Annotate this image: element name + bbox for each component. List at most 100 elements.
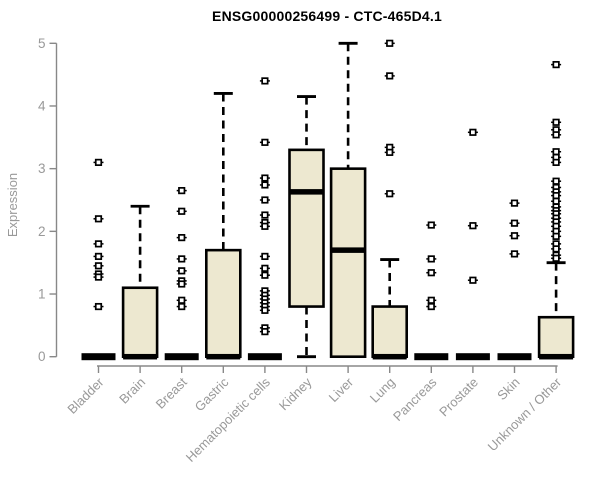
outlier-point bbox=[93, 158, 104, 166]
collapsed-box-bar bbox=[81, 353, 116, 361]
box-pancreas bbox=[414, 221, 449, 361]
x-category-label-bladder: Bladder bbox=[64, 374, 107, 417]
x-category-label-unknown-other: Unknown / Other bbox=[485, 374, 565, 454]
outlier-point bbox=[426, 296, 437, 304]
box-bladder bbox=[81, 158, 116, 361]
iqr-box bbox=[329, 167, 367, 358]
outlier-point bbox=[259, 174, 270, 182]
outlier-point bbox=[259, 211, 270, 219]
x-category-label-lung: Lung bbox=[367, 375, 398, 406]
outlier-point bbox=[509, 219, 520, 227]
outlier-point bbox=[551, 197, 562, 205]
outlier-point bbox=[93, 252, 104, 261]
iqr-box bbox=[371, 305, 409, 359]
y-tick-label: 3 bbox=[38, 161, 46, 176]
median-line bbox=[123, 353, 158, 360]
median-line bbox=[206, 353, 241, 360]
outlier-point bbox=[259, 77, 270, 85]
outlier-point bbox=[551, 177, 562, 185]
box-skin bbox=[497, 199, 532, 361]
outlier-point bbox=[384, 72, 395, 80]
outlier-point bbox=[259, 252, 270, 261]
outlier-point bbox=[93, 240, 104, 248]
iqr-box bbox=[205, 248, 242, 358]
outlier-point bbox=[551, 254, 562, 262]
x-category-label-breast: Breast bbox=[153, 374, 190, 411]
outlier-point bbox=[551, 232, 562, 240]
outlier-point bbox=[551, 158, 562, 166]
outlier-point bbox=[93, 262, 104, 270]
outlier-point bbox=[259, 306, 270, 314]
iqr-box bbox=[537, 315, 575, 359]
y-tick-label: 4 bbox=[38, 98, 46, 113]
outlier-point bbox=[551, 118, 562, 126]
outlier-point bbox=[93, 273, 104, 281]
outlier-point bbox=[426, 269, 437, 277]
box-liver bbox=[329, 41, 367, 358]
outlier-point bbox=[176, 207, 187, 215]
outlier-point bbox=[176, 186, 187, 195]
outlier-point bbox=[384, 39, 395, 47]
outlier-point bbox=[551, 192, 562, 200]
x-category-label-brain: Brain bbox=[116, 375, 148, 407]
outlier-point bbox=[176, 255, 187, 263]
median-line bbox=[372, 353, 407, 360]
x-category-label-pancreas: Pancreas bbox=[390, 374, 440, 424]
outlier-point bbox=[259, 181, 270, 189]
outlier-point bbox=[259, 138, 270, 146]
collapsed-box-bar bbox=[164, 353, 199, 361]
outlier-point bbox=[176, 267, 187, 275]
outlier-point bbox=[176, 302, 187, 311]
y-axis: 0 1 2 3 4 5 bbox=[38, 36, 58, 364]
y-tick-label: 2 bbox=[38, 224, 46, 239]
outlier-point bbox=[259, 271, 270, 279]
median-line bbox=[289, 189, 324, 195]
chart-title: ENSG00000256499 - CTC-465D4.1 bbox=[212, 8, 442, 24]
outlier-point bbox=[551, 148, 562, 156]
y-tick-label: 1 bbox=[38, 287, 46, 302]
outlier-point bbox=[426, 221, 437, 229]
outlier-point bbox=[259, 196, 270, 204]
outlier-point bbox=[259, 222, 270, 230]
outlier-point bbox=[551, 245, 562, 253]
outlier-point bbox=[93, 215, 104, 223]
outlier-point bbox=[509, 199, 520, 207]
box-hematopoietic-cells bbox=[247, 77, 282, 361]
outlier-point bbox=[176, 234, 187, 242]
box-lung bbox=[371, 39, 409, 360]
outlier-point bbox=[176, 280, 187, 288]
y-tick-label: 0 bbox=[38, 349, 46, 364]
x-category-label-gastric: Gastric bbox=[192, 374, 232, 414]
box-unknown-other bbox=[537, 61, 575, 360]
collapsed-box-bar bbox=[414, 353, 449, 361]
x-category-label-skin: Skin bbox=[494, 375, 522, 403]
collapsed-box-bar bbox=[497, 353, 532, 361]
outlier-point bbox=[426, 302, 437, 311]
box-kidney bbox=[288, 95, 325, 359]
outlier-point bbox=[93, 302, 104, 311]
outlier-point bbox=[176, 296, 187, 304]
x-category-label-prostate: Prostate bbox=[436, 375, 481, 420]
collapsed-box-bar bbox=[247, 353, 282, 361]
outlier-point bbox=[509, 232, 520, 240]
outlier-point bbox=[467, 128, 478, 136]
outlier-point bbox=[259, 328, 270, 336]
iqr-box bbox=[121, 286, 159, 359]
iqr-box bbox=[288, 148, 325, 308]
x-category-label-kidney: Kidney bbox=[276, 374, 315, 413]
box-gastric bbox=[205, 92, 242, 360]
collapsed-box-bar bbox=[455, 353, 490, 361]
outlier-point bbox=[509, 250, 520, 258]
outlier-point bbox=[551, 61, 562, 69]
y-tick-label: 5 bbox=[38, 36, 46, 51]
outlier-point bbox=[259, 264, 270, 272]
box-prostate bbox=[455, 128, 490, 361]
outlier-point bbox=[467, 222, 478, 230]
median-line bbox=[539, 353, 574, 360]
box-brain bbox=[121, 204, 159, 360]
outlier-point bbox=[384, 190, 395, 198]
outlier-point bbox=[467, 276, 478, 284]
